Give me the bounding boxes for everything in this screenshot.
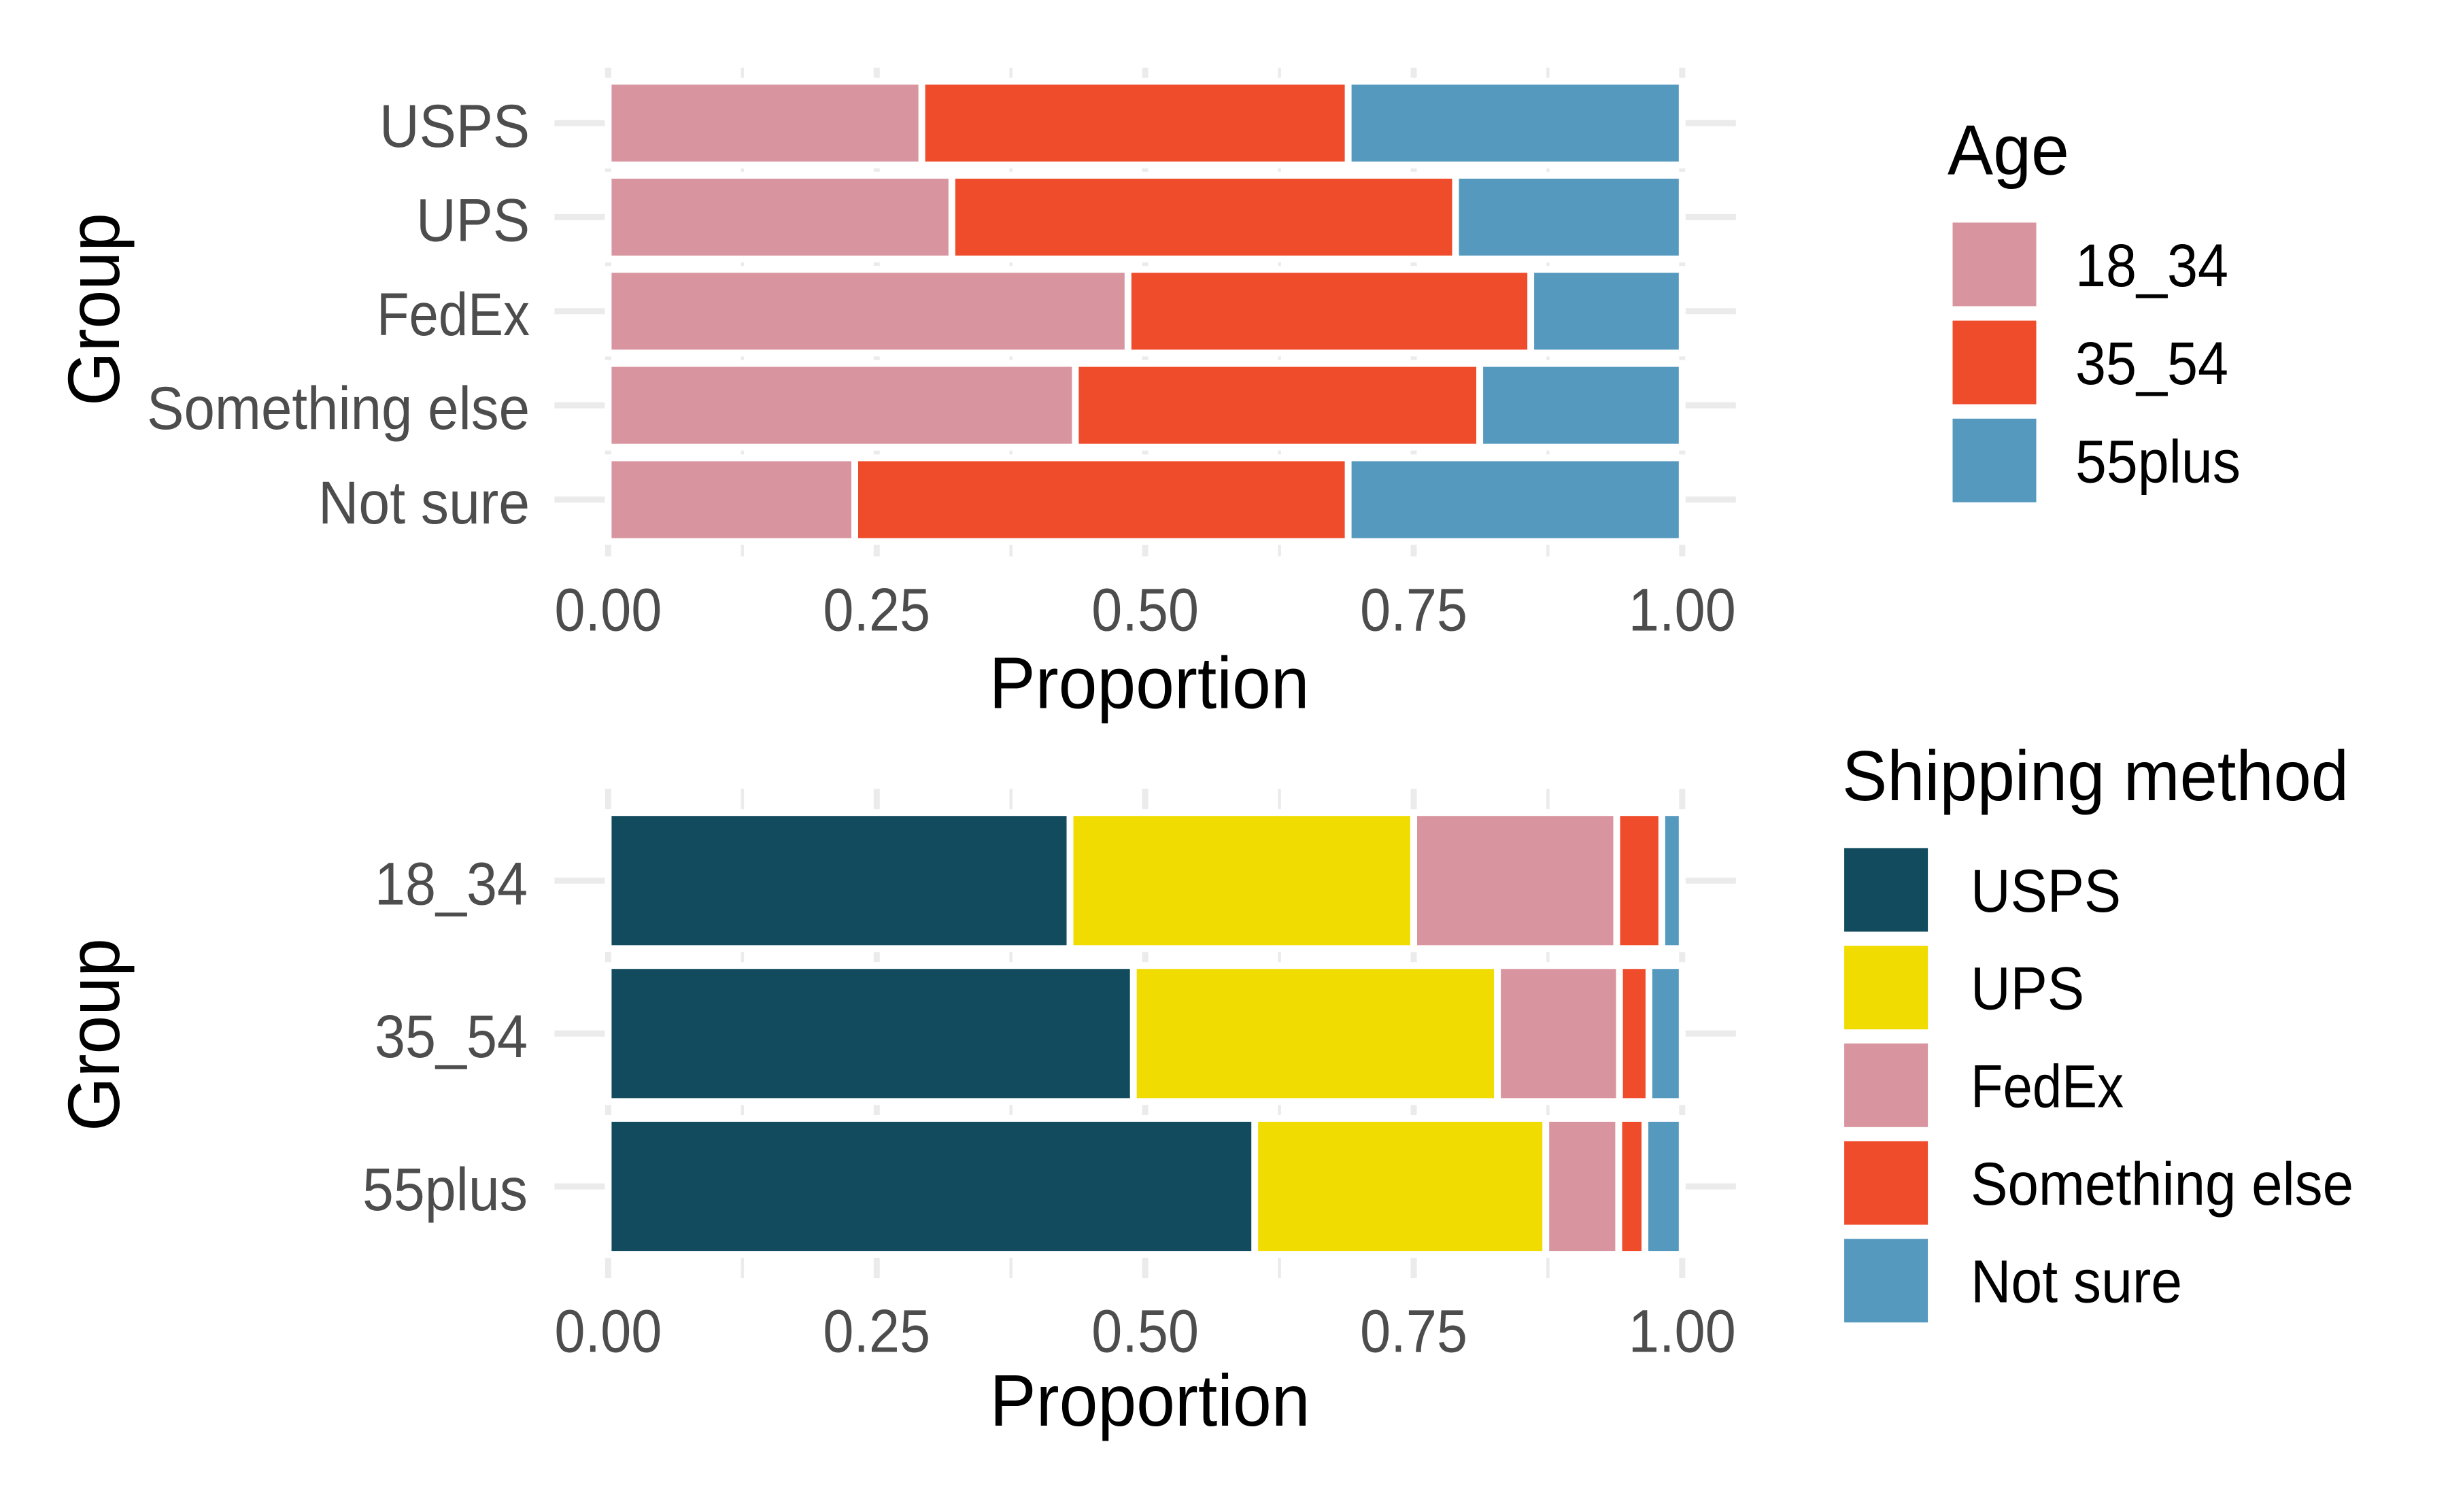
svg-text:UPS: UPS (416, 186, 530, 254)
svg-text:0.00: 0.00 (554, 1297, 662, 1365)
svg-text:Age: Age (1948, 111, 2069, 190)
svg-text:0.25: 0.25 (823, 575, 930, 643)
svg-text:1.00: 1.00 (1629, 575, 1736, 643)
svg-text:Proportion: Proportion (990, 1359, 1310, 1441)
svg-text:18_34: 18_34 (375, 849, 528, 917)
svg-text:Group: Group (52, 938, 135, 1131)
svg-text:0.75: 0.75 (1360, 575, 1467, 643)
svg-text:USPS: USPS (1971, 857, 2121, 925)
svg-text:35_54: 35_54 (2075, 329, 2228, 397)
svg-text:18_34: 18_34 (2075, 231, 2228, 299)
svg-text:55plus: 55plus (362, 1155, 528, 1223)
svg-text:FedEx: FedEx (377, 280, 530, 348)
svg-text:UPS: UPS (1971, 955, 2084, 1023)
svg-text:0.25: 0.25 (823, 1297, 930, 1365)
svg-text:Not sure: Not sure (1971, 1248, 2182, 1316)
svg-text:Proportion: Proportion (989, 641, 1310, 723)
svg-text:Group: Group (52, 213, 135, 406)
svg-text:0.50: 0.50 (1091, 575, 1199, 643)
svg-text:0.00: 0.00 (554, 575, 662, 643)
svg-text:Something else: Something else (147, 374, 530, 442)
svg-text:Shipping method: Shipping method (1842, 737, 2349, 816)
svg-text:0.50: 0.50 (1091, 1297, 1199, 1365)
svg-text:1.00: 1.00 (1629, 1297, 1736, 1365)
svg-text:FedEx: FedEx (1971, 1052, 2124, 1120)
svg-text:USPS: USPS (379, 92, 530, 160)
svg-text:Something else: Something else (1971, 1150, 2353, 1218)
svg-text:0.75: 0.75 (1360, 1297, 1467, 1365)
svg-text:55plus: 55plus (2075, 427, 2241, 495)
svg-text:35_54: 35_54 (375, 1002, 528, 1070)
svg-text:Not sure: Not sure (318, 468, 530, 536)
